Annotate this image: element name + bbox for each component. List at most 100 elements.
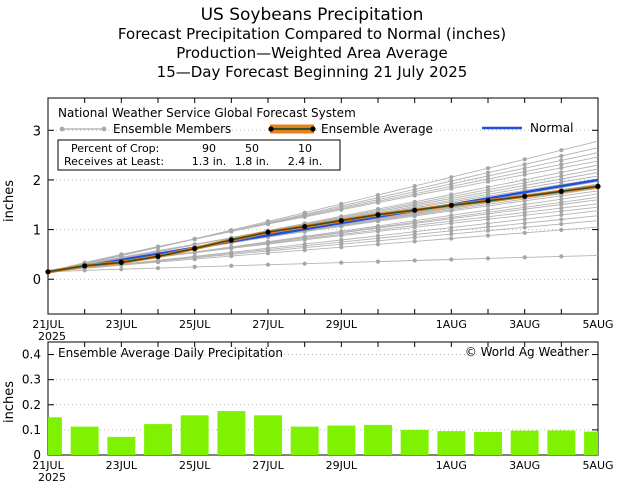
top-xtick-label: 1AUG — [436, 318, 467, 331]
bottom-xtick-label: 5AUG — [582, 459, 613, 472]
top-xtick-label: 3AUG — [509, 318, 540, 331]
ensemble-member-point — [412, 187, 417, 192]
precip-bar — [254, 415, 282, 455]
crop-row1-value-2: 50 — [245, 142, 259, 155]
ensemble-average-point — [192, 245, 198, 252]
ensemble-member-point — [229, 244, 234, 249]
ensemble-average-point — [155, 253, 161, 259]
bottom-xtick-label: 23JUL — [106, 459, 138, 472]
ensemble-member-point — [559, 209, 564, 214]
precip-bar — [437, 431, 466, 455]
bottom-ylabel: inches — [2, 381, 17, 423]
ensemble-member-point — [412, 239, 417, 244]
ensemble-member-point — [302, 261, 307, 266]
ensemble-member-point — [339, 245, 344, 250]
ensemble-member-point — [412, 235, 417, 240]
ensemble-member-point — [155, 245, 161, 250]
precip-bar — [70, 426, 99, 455]
ensemble-member-point — [559, 227, 564, 232]
ensemble-member-point — [339, 229, 344, 234]
ensemble-member-point — [559, 158, 564, 163]
ensemble-member-point — [522, 172, 527, 177]
ensemble-member-point — [559, 197, 564, 202]
precip-bar — [107, 436, 136, 455]
ensemble-member-point — [522, 202, 527, 207]
ensemble-average-point — [82, 263, 88, 269]
ensemble-member-point — [449, 236, 454, 241]
crop-row1-label: Percent of Crop: — [71, 142, 159, 155]
ensemble-member-point — [449, 228, 454, 233]
ensemble-average-point — [595, 183, 601, 189]
ensemble-member-point — [265, 262, 271, 267]
ensemble-member-point — [412, 229, 417, 234]
precip-bar — [510, 430, 539, 455]
legend-members-label: Ensemble Members — [113, 122, 231, 136]
precip-bar — [217, 411, 246, 455]
ensemble-member-point — [522, 177, 527, 182]
ensemble-member-line — [47, 140, 599, 273]
ensemble-average-point — [228, 237, 234, 243]
ensemble-member-point — [559, 217, 564, 222]
ensemble-member-point — [485, 256, 491, 261]
crop-row2-value-3: 2.4 in. — [288, 155, 323, 168]
legend-normal-label: Normal — [530, 121, 573, 135]
bottom-ytick-label: 0.3 — [22, 373, 41, 387]
ensemble-member-line — [47, 164, 599, 273]
precip-bar — [327, 425, 356, 455]
ensemble-member-point — [559, 165, 564, 170]
ensemble-member-point — [375, 259, 381, 264]
ensemble-member-point — [119, 267, 124, 272]
ensemble-average-point — [265, 229, 271, 235]
ensemble-average-point — [118, 259, 124, 265]
ensemble-member-point — [522, 217, 527, 222]
ensemble-member-point — [375, 233, 381, 238]
ensemble-member-point — [229, 228, 234, 233]
ensemble-average-point — [448, 202, 454, 208]
ensemble-member-point — [522, 166, 527, 171]
bottom-year-label: 2025 — [38, 471, 66, 484]
crop-row1-value-3: 10 — [298, 142, 312, 155]
ensemble-member-point — [375, 242, 381, 247]
ensemble-member-point — [265, 246, 271, 251]
chart-subtitle-period: 15—Day Forecast Beginning 21 July 2025 — [156, 63, 468, 81]
ensemble-member-point — [522, 225, 527, 230]
model-title: National Weather Service Global Forecast… — [58, 106, 356, 120]
ensemble-member-point — [302, 210, 307, 215]
ensemble-member-point — [192, 242, 197, 247]
chart-title: US Soybeans Precipitation — [200, 5, 424, 25]
ensemble-member-point — [412, 199, 417, 204]
ensemble-average-line — [47, 185, 599, 273]
legend-members: Ensemble Members — [59, 122, 231, 136]
ensemble-member-point — [559, 153, 564, 159]
bottom-xtick-label: 3AUG — [509, 459, 540, 472]
ensemble-member-point — [559, 148, 564, 153]
ensemble-member-point — [449, 178, 454, 184]
ensemble-member-point — [119, 253, 124, 258]
ensemble-member-point — [485, 173, 491, 179]
ensemble-member-point — [412, 184, 417, 189]
ensemble-average-point — [412, 207, 418, 213]
ensemble-member-point — [485, 207, 491, 213]
ensemble-member-point — [449, 213, 454, 218]
top-xtick-label: 21JUL — [32, 318, 64, 331]
ensemble-member-point — [192, 254, 197, 259]
ensemble-member-point — [522, 255, 527, 260]
top-xtick-label: 25JUL — [179, 318, 211, 331]
ensemble-member-line — [47, 156, 599, 273]
top-xtick-label: 29JUL — [326, 318, 358, 331]
ensemble-average-point — [338, 218, 344, 224]
credit-text: © World Ag Weather — [465, 345, 589, 359]
crop-row2-label: Receives at Least: — [64, 155, 164, 168]
bottom-xtick-label: 1AUG — [436, 459, 467, 472]
ensemble-member-point — [229, 263, 234, 268]
ensemble-member-point — [412, 258, 417, 263]
ensemble-member-line — [47, 254, 599, 273]
ensemble-member-point — [559, 221, 564, 227]
precip-bar — [474, 431, 502, 455]
ensemble-member-point — [375, 223, 381, 229]
ensemble-average-point — [302, 224, 308, 230]
ensemble-member-point — [339, 214, 344, 219]
top-ytick-label: 3 — [33, 124, 41, 139]
legend-average: Ensemble Average — [268, 122, 433, 136]
